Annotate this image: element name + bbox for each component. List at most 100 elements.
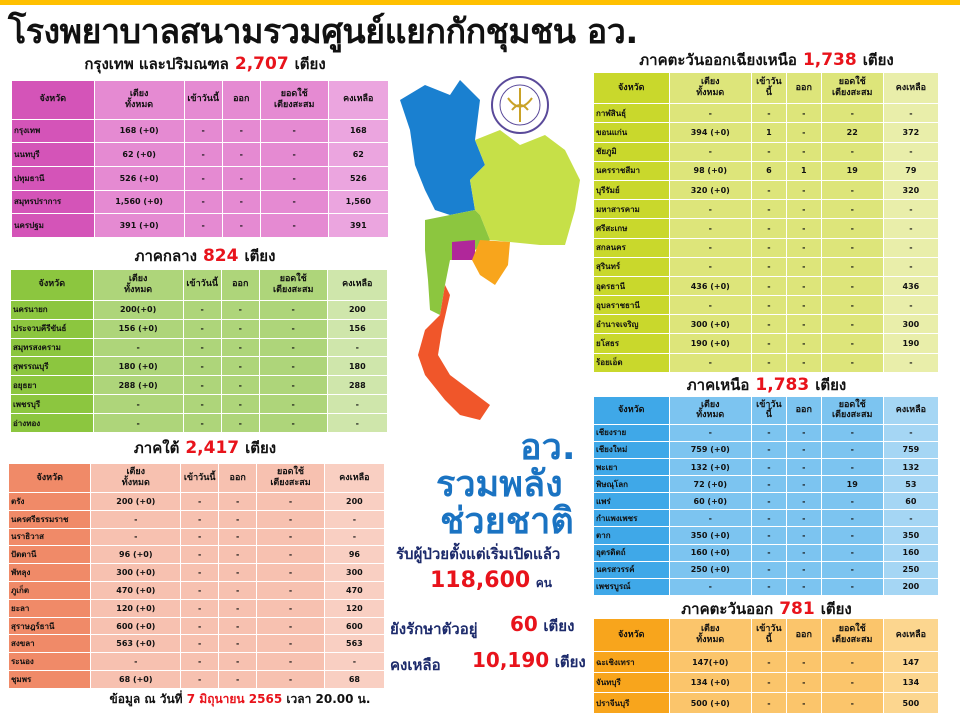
cell-value: - — [221, 300, 259, 319]
cell-value: - — [821, 219, 883, 238]
region-name: ภาคตะวันออก — [681, 600, 774, 618]
cell-value: - — [222, 143, 260, 166]
cell-value: - — [669, 510, 751, 527]
table-row: อยุธยา 288 (+0) - - -288 — [11, 376, 387, 395]
cell-value: - — [786, 544, 821, 561]
cell-value: - — [751, 142, 786, 161]
province-name: ร้อยเอ็ด — [594, 353, 669, 372]
cell-value: - — [327, 414, 387, 432]
table-row: อุบลราชธานี - - - - - — [594, 296, 938, 315]
cell-value: 200 (+0) — [91, 492, 181, 510]
province-name: เชียงราย — [594, 424, 669, 441]
table-row: ภูเก็ต 470 (+0) - - -470 — [9, 582, 384, 599]
province-name: อ่างทอง — [11, 414, 93, 432]
table-row: ระนอง - - - - - — [9, 653, 384, 671]
cell-value: - — [669, 353, 751, 372]
cell-value: - — [259, 338, 327, 357]
cell-value: - — [91, 510, 181, 528]
table-row: นนทบุรี 62 (+0) - - -62 — [12, 143, 388, 166]
cell-value: - — [751, 315, 786, 334]
cell-value: - — [183, 319, 221, 338]
region-title-south: ภาคใต้ 2,417 เตียง — [60, 436, 350, 460]
province-name: อุบลราชธานี — [594, 296, 669, 315]
province-name: พะเยา — [594, 458, 669, 476]
column-header: เตียง ทั้งหมด — [94, 81, 184, 119]
cell-value: - — [883, 353, 938, 372]
column-header: เตียง ทั้งหมด — [669, 619, 751, 652]
cell-value: - — [669, 142, 751, 161]
cell-value: 190 (+0) — [669, 334, 751, 353]
cell-value: - — [181, 653, 219, 671]
cell-value: 160 — [883, 544, 938, 561]
cell-value: - — [219, 635, 257, 653]
cell-value: - — [821, 276, 883, 296]
cell-value: 350 — [883, 527, 938, 544]
unit-label: เตียง — [294, 55, 326, 73]
cell-value: 300 — [883, 315, 938, 334]
cell-value: - — [327, 395, 387, 414]
cell-value: - — [669, 424, 751, 441]
cell-value: - — [751, 334, 786, 353]
column-header: ออก — [221, 270, 259, 300]
cell-value: - — [669, 238, 751, 257]
province-name: อุดรธานี — [594, 276, 669, 296]
cell-value: - — [786, 104, 821, 123]
province-name: พัทลุง — [9, 564, 91, 581]
cell-value: - — [821, 296, 883, 315]
cell-value: 300 (+0) — [669, 315, 751, 334]
cell-value: 600 — [324, 617, 384, 635]
table-row: ปราจีนบุรี 500 (+0) - - -500 — [594, 693, 938, 713]
region-name: ภาคกลาง — [134, 247, 197, 265]
cell-value: - — [181, 599, 219, 617]
column-header: เข้าวันนี้ — [751, 397, 786, 424]
table-row: เชียงใหม่ 759 (+0) - - -759 — [594, 441, 938, 458]
cell-value: 72 (+0) — [669, 476, 751, 493]
province-name: ตาก — [594, 527, 669, 544]
column-header: เข้าวันนี้ — [183, 270, 221, 300]
cell-value: - — [751, 561, 786, 578]
table-row: นครนายก 200(+0) - - -200 — [11, 300, 387, 319]
cell-value: - — [751, 527, 786, 544]
column-header: ออก — [786, 397, 821, 424]
cell-value: - — [260, 143, 328, 166]
cell-value: - — [259, 300, 327, 319]
province-name: อำนาจเจริญ — [594, 315, 669, 334]
table-row: นราธิวาส - - - - - — [9, 528, 384, 546]
cell-value: - — [184, 119, 222, 143]
province-name: นครสวรรค์ — [594, 561, 669, 578]
table-row: มหาสารคาม - - - - - — [594, 200, 938, 219]
cell-value: 60 (+0) — [669, 493, 751, 510]
cell-value: - — [184, 214, 222, 237]
column-header: จังหวัด — [11, 270, 93, 300]
cell-value: - — [786, 510, 821, 527]
cell-value: - — [221, 338, 259, 357]
cell-value: - — [181, 492, 219, 510]
header-row: จังหวัด เตียง ทั้งหมด เข้าวันนี้ ออก ยอดใช้ … — [9, 464, 384, 492]
cell-value: - — [221, 395, 259, 414]
cell-value: 759 (+0) — [669, 441, 751, 458]
cell-value: - — [751, 219, 786, 238]
cell-value: - — [786, 353, 821, 372]
table-row: พะเยา 132 (+0) - - -132 — [594, 458, 938, 476]
cell-value: - — [786, 238, 821, 257]
cell-value: - — [257, 492, 324, 510]
cell-value: - — [324, 653, 384, 671]
province-name: สมุทรสงคราม — [11, 338, 93, 357]
column-header: เข้าวันนี้ — [751, 73, 786, 104]
region-name: ภาคเหนือ — [686, 376, 750, 394]
cell-value: 168 — [328, 119, 388, 143]
cell-value: - — [257, 635, 324, 653]
province-name: พิษณุโลก — [594, 476, 669, 493]
cell-value: - — [183, 338, 221, 357]
cell-value: - — [786, 441, 821, 458]
province-name: เพชรบูรณ์ — [594, 578, 669, 595]
header-row: จังหวัด เตียง ทั้งหมด เข้าวันนี้ ออก ยอดใช้ … — [12, 81, 388, 119]
cell-value: - — [751, 257, 786, 276]
province-name: นครราชสีมา — [594, 161, 669, 180]
cell-value: 394 (+0) — [669, 123, 751, 142]
province-name: นครปฐม — [12, 214, 94, 237]
cell-value: - — [786, 458, 821, 476]
cell-value: - — [257, 510, 324, 528]
table-bangkok: จังหวัด เตียง ทั้งหมด เข้าวันนี้ ออก ยอดใช้ … — [11, 80, 389, 238]
cell-value: 147 — [883, 652, 938, 672]
